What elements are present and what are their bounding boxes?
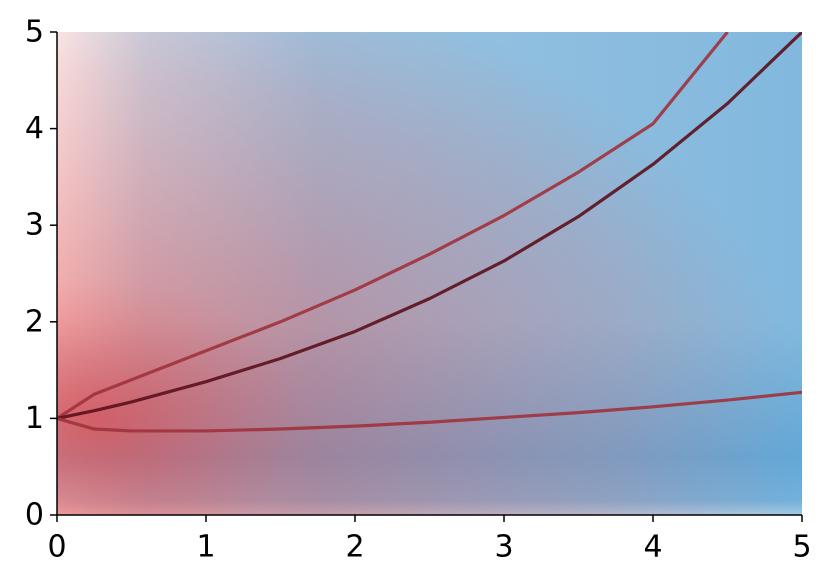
series-line: [57, 390, 802, 433]
x-tick-label: 3: [494, 530, 513, 565]
curves: [57, 32, 802, 433]
y-tick-label: 5: [25, 15, 44, 50]
y-tick-label: 3: [25, 208, 44, 243]
series-line: [57, 32, 802, 420]
path-haze: [57, 32, 802, 515]
y-tick-label: 4: [25, 111, 44, 146]
series-line: [57, 32, 729, 420]
x-tick-label: 4: [643, 530, 662, 565]
y-tick-label: 2: [25, 304, 44, 339]
x-tick-label: 5: [792, 530, 811, 565]
y-tick-label: 1: [25, 401, 44, 436]
x-tick-label: 1: [196, 530, 215, 565]
x-tick-label: 2: [345, 530, 364, 565]
x-tick-label: 0: [47, 530, 66, 565]
y-tick-label: 0: [25, 498, 44, 533]
